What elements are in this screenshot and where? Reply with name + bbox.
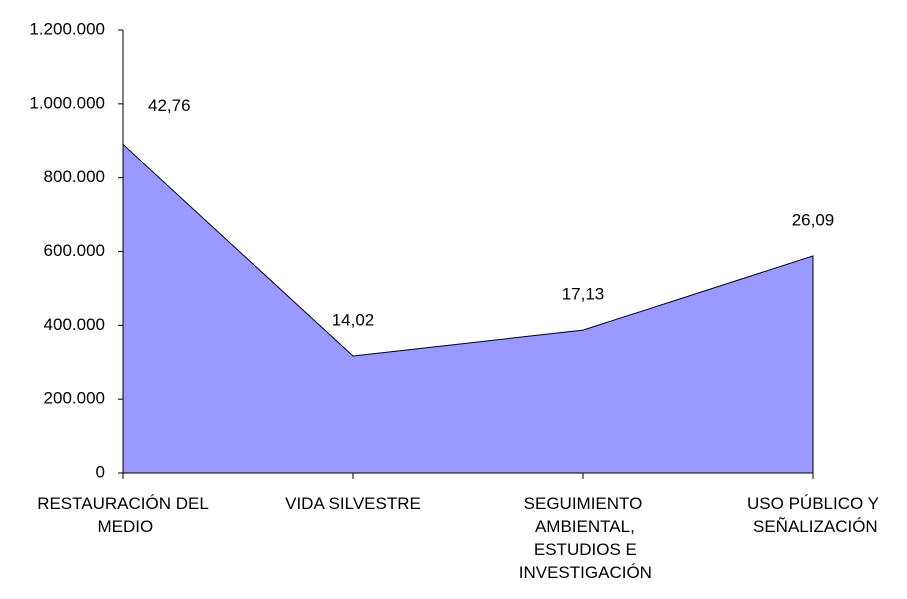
y-tick-label: 600.000 [44,241,105,260]
x-tick-label: VIDA SILVESTRE [285,494,421,513]
data-label: 42,76 [148,96,191,115]
x-tick-label: SEGUIMIENTO AMBIENTAL, ESTUDIOS E INVEST… [514,494,652,582]
y-tick-label: 800.000 [44,167,105,186]
x-tick-label: RESTAURACIÓN DEL MEDIO [37,494,209,536]
x-tick-label: USO PÚBLICO Y SEÑALIZACIÓN [747,494,879,536]
data-label: 17,13 [562,285,605,304]
y-tick-label: 1.200.000 [29,19,105,38]
y-tick-label: 400.000 [44,315,105,334]
y-tick-label: 0 [96,462,105,481]
area [122,143,814,474]
y-tick-label: 200.000 [44,389,105,408]
data-label: 26,09 [792,210,835,229]
data-label: 14,02 [332,310,375,329]
y-tick-label: 1.000.000 [29,93,105,112]
